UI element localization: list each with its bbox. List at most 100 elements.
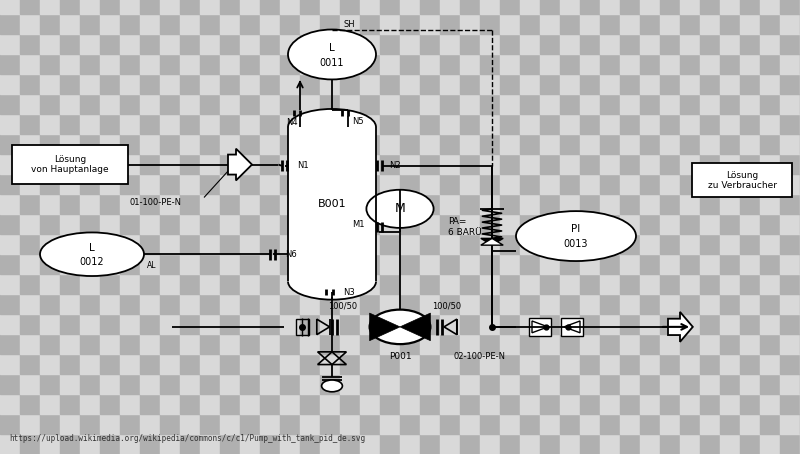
Bar	[340, 354, 360, 374]
Bar	[720, 54, 740, 74]
Bar	[680, 314, 700, 334]
Bar	[540, 94, 560, 114]
Bar	[660, 74, 680, 94]
Bar	[120, 414, 140, 434]
Bar	[300, 294, 320, 314]
Bar	[20, 234, 40, 254]
Bar	[360, 114, 380, 134]
Bar	[0, 154, 20, 174]
Bar	[120, 54, 140, 74]
Bar	[260, 294, 280, 314]
Bar	[420, 234, 440, 254]
Bar	[340, 74, 360, 94]
Bar	[480, 354, 500, 374]
Bar	[480, 34, 500, 54]
Bar	[180, 114, 200, 134]
Bar	[420, 134, 440, 154]
Polygon shape	[481, 238, 503, 245]
Bar	[0, 34, 20, 54]
Bar	[500, 374, 520, 394]
Polygon shape	[400, 313, 430, 340]
Bar	[680, 374, 700, 394]
Bar	[440, 274, 460, 294]
Bar	[580, 74, 600, 94]
Bar	[580, 34, 600, 54]
Bar	[0, 354, 20, 374]
Bar	[580, 354, 600, 374]
Bar	[400, 194, 420, 214]
Bar	[460, 354, 480, 374]
Ellipse shape	[516, 211, 636, 261]
Bar	[680, 334, 700, 354]
Bar	[200, 74, 220, 94]
Bar	[780, 114, 800, 134]
Bar	[440, 134, 460, 154]
Bar	[780, 14, 800, 34]
Bar	[700, 414, 720, 434]
Bar	[280, 414, 300, 434]
Bar	[520, 134, 540, 154]
Bar	[580, 194, 600, 214]
Bar	[780, 134, 800, 154]
Bar	[500, 54, 520, 74]
Bar	[640, 14, 660, 34]
Bar	[600, 14, 620, 34]
Bar	[80, 294, 100, 314]
Bar	[780, 0, 800, 14]
Bar	[760, 294, 780, 314]
Bar	[400, 134, 420, 154]
Bar	[200, 94, 220, 114]
Bar	[640, 194, 660, 214]
Bar	[20, 194, 40, 214]
Text: N4: N4	[286, 118, 298, 127]
Bar	[100, 334, 120, 354]
Bar	[520, 294, 540, 314]
Bar	[680, 394, 700, 414]
Bar	[720, 14, 740, 34]
Text: N6: N6	[286, 250, 298, 259]
Bar	[60, 294, 80, 314]
Bar	[140, 234, 160, 254]
Bar	[80, 394, 100, 414]
Bar	[100, 54, 120, 74]
Bar	[220, 274, 240, 294]
Bar	[0, 254, 20, 274]
Bar	[200, 234, 220, 254]
Bar	[680, 354, 700, 374]
Bar	[720, 334, 740, 354]
Bar	[640, 434, 660, 454]
Bar	[680, 174, 700, 194]
Bar	[240, 294, 260, 314]
Bar	[700, 54, 720, 74]
Bar	[180, 354, 200, 374]
Bar	[480, 374, 500, 394]
Bar	[400, 294, 420, 314]
Bar	[480, 134, 500, 154]
Bar	[680, 274, 700, 294]
Bar	[140, 154, 160, 174]
Bar	[180, 334, 200, 354]
Bar	[560, 434, 580, 454]
Bar	[360, 214, 380, 234]
Ellipse shape	[288, 30, 376, 79]
Bar	[520, 54, 540, 74]
Bar	[400, 114, 420, 134]
Bar	[320, 174, 340, 194]
Bar	[720, 374, 740, 394]
Bar	[60, 414, 80, 434]
Bar	[200, 14, 220, 34]
Bar	[0, 94, 20, 114]
Bar	[360, 374, 380, 394]
Bar	[540, 374, 560, 394]
Bar	[520, 254, 540, 274]
Bar	[600, 394, 620, 414]
Bar	[240, 254, 260, 274]
Bar	[340, 194, 360, 214]
Bar	[300, 94, 320, 114]
Bar	[420, 54, 440, 74]
Bar	[560, 174, 580, 194]
Bar	[140, 434, 160, 454]
Bar	[60, 94, 80, 114]
Bar	[420, 174, 440, 194]
Bar	[120, 14, 140, 34]
